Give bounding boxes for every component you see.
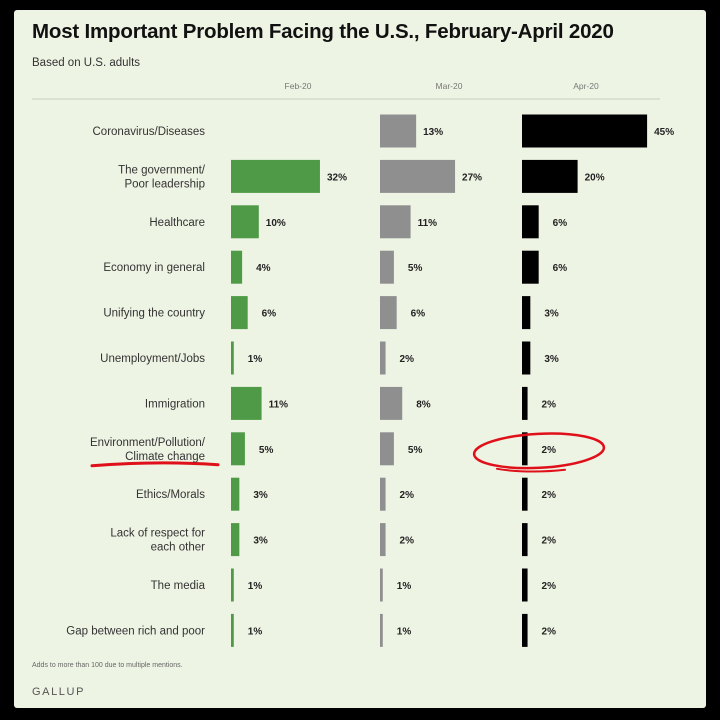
bar-apr-20 bbox=[522, 386, 528, 420]
data-label: 45% bbox=[654, 127, 674, 138]
bar-feb-20 bbox=[231, 341, 234, 375]
data-label: 27% bbox=[462, 172, 482, 183]
bar-mar-20 bbox=[380, 477, 386, 511]
category-label: Environment/Pollution/ bbox=[90, 437, 206, 449]
column-header-feb-20: Feb-20 bbox=[285, 81, 312, 91]
gallup-logo: GALLUP bbox=[32, 686, 86, 698]
chart-subtitle: Based on U.S. adults bbox=[32, 57, 141, 69]
bars-layer: 13% 45% 32% 27% 20% 10% 11% 6% 4% 5% 6% 6% 6% 3% 1% 2% 3… bbox=[231, 114, 674, 647]
bar-feb-20 bbox=[231, 250, 243, 284]
category-label: Coronavirus/Diseases bbox=[93, 126, 206, 138]
data-label: 1% bbox=[248, 354, 263, 365]
category-label: Immigration bbox=[145, 398, 205, 410]
column-header-mar-20: Mar-20 bbox=[436, 81, 463, 91]
footnote: Adds to more than 100 due to multiple me… bbox=[32, 662, 183, 669]
bar-mar-20 bbox=[380, 296, 397, 330]
bar-mar-20 bbox=[380, 523, 386, 557]
data-label: 1% bbox=[397, 626, 412, 637]
data-label: 5% bbox=[408, 445, 423, 456]
bar-apr-20 bbox=[522, 568, 528, 602]
data-label: 2% bbox=[542, 399, 557, 410]
data-label: 2% bbox=[542, 490, 557, 501]
bar-feb-20 bbox=[231, 296, 248, 330]
bar-apr-20 bbox=[522, 159, 578, 193]
data-label: 8% bbox=[416, 399, 431, 410]
bar-apr-20 bbox=[522, 296, 531, 330]
category-label: Unifying the country bbox=[103, 308, 205, 320]
category-label: Poor leadership bbox=[124, 178, 205, 190]
data-label: 6% bbox=[553, 218, 568, 229]
bar-mar-20 bbox=[380, 250, 394, 284]
bar-mar-20 bbox=[380, 568, 383, 602]
data-label: 2% bbox=[542, 445, 557, 456]
bar-mar-20 bbox=[380, 159, 456, 193]
bar-feb-20 bbox=[231, 568, 234, 602]
category-label: each other bbox=[151, 542, 206, 554]
category-label: The media bbox=[151, 580, 206, 592]
data-label: 6% bbox=[553, 263, 568, 274]
bar-mar-20 bbox=[380, 386, 403, 420]
data-label: 11% bbox=[269, 399, 289, 410]
data-label: 1% bbox=[397, 581, 412, 592]
column-header-apr-20: Apr-20 bbox=[573, 81, 599, 91]
bar-mar-20 bbox=[380, 613, 383, 647]
data-label: 3% bbox=[544, 354, 559, 365]
data-label: 11% bbox=[418, 218, 438, 229]
data-label: 5% bbox=[259, 445, 274, 456]
data-label: 3% bbox=[544, 309, 559, 320]
bar-feb-20 bbox=[231, 386, 262, 420]
bar-apr-20 bbox=[522, 613, 528, 647]
bar-feb-20 bbox=[231, 523, 240, 557]
data-label: 2% bbox=[400, 490, 415, 501]
bar-apr-20 bbox=[522, 432, 528, 466]
bar-apr-20 bbox=[522, 477, 528, 511]
category-label: Lack of respect for bbox=[110, 528, 205, 540]
category-label: Healthcare bbox=[149, 217, 205, 229]
annotations-layer bbox=[90, 432, 606, 473]
bar-feb-20 bbox=[231, 432, 245, 466]
data-label: 5% bbox=[408, 263, 423, 274]
bar-apr-20 bbox=[522, 250, 539, 284]
category-label: Climate change bbox=[125, 451, 205, 463]
bar-mar-20 bbox=[380, 432, 394, 466]
bar-feb-20 bbox=[231, 159, 320, 193]
data-label: 6% bbox=[411, 309, 426, 320]
data-label: 32% bbox=[327, 172, 347, 183]
data-label: 2% bbox=[400, 354, 415, 365]
data-label: 10% bbox=[266, 218, 286, 229]
chart-title: Most Important Problem Facing the U.S., … bbox=[32, 20, 614, 43]
bar-feb-20 bbox=[231, 477, 240, 511]
data-label: 1% bbox=[248, 626, 263, 637]
data-label: 13% bbox=[423, 127, 443, 138]
bar-feb-20 bbox=[231, 613, 234, 647]
circle-annotation bbox=[472, 432, 606, 470]
underline-annotation bbox=[90, 461, 220, 468]
bar-apr-20 bbox=[522, 523, 528, 557]
category-label: The government/ bbox=[118, 164, 206, 176]
data-label: 6% bbox=[262, 309, 277, 320]
category-label: Gap between rich and poor bbox=[66, 625, 205, 637]
circle-annotation-tail bbox=[496, 467, 566, 473]
bar-mar-20 bbox=[380, 341, 386, 375]
data-label: 2% bbox=[400, 536, 415, 547]
data-label: 2% bbox=[542, 626, 557, 637]
data-label: 3% bbox=[253, 490, 268, 501]
bar-apr-20 bbox=[522, 114, 648, 148]
data-label: 1% bbox=[248, 581, 263, 592]
data-label: 2% bbox=[542, 581, 557, 592]
data-label: 3% bbox=[253, 536, 268, 547]
data-label: 20% bbox=[585, 172, 605, 183]
bar-feb-20 bbox=[231, 205, 259, 239]
category-label: Economy in general bbox=[103, 262, 205, 274]
bar-mar-20 bbox=[380, 114, 417, 148]
bar-apr-20 bbox=[522, 341, 531, 375]
bar-apr-20 bbox=[522, 205, 539, 239]
category-label: Ethics/Morals bbox=[136, 489, 205, 501]
bar-mar-20 bbox=[380, 205, 411, 239]
data-label: 2% bbox=[542, 536, 557, 547]
category-label: Unemployment/Jobs bbox=[100, 353, 205, 365]
data-label: 4% bbox=[256, 263, 271, 274]
